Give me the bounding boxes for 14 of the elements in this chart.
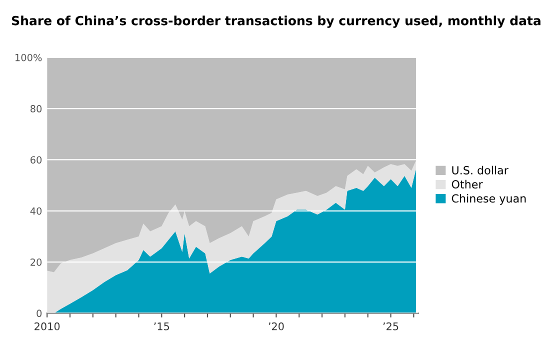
chart-title: Share of China’s cross-border transactions by currency used, monthly data (12, 16, 540, 28)
legend-label: Other (452, 180, 483, 189)
x-tick-label: ’25 (383, 322, 398, 330)
legend-label: U.S. dollar (452, 166, 508, 174)
x-tick-label: ’20 (268, 322, 284, 330)
y-tick-label: 20 (30, 258, 42, 266)
y-tick-label: 100% (16, 54, 42, 62)
x-tick-label: ’15 (154, 322, 170, 330)
y-tick-label: 40 (30, 207, 42, 215)
y-tick-label: 0 (36, 310, 42, 318)
y-tick-label: 80 (30, 105, 42, 112)
legend-label: Chinese yuan (452, 194, 526, 205)
x-tick-label: 2010 (34, 322, 60, 330)
y-tick-label: 60 (30, 156, 42, 164)
